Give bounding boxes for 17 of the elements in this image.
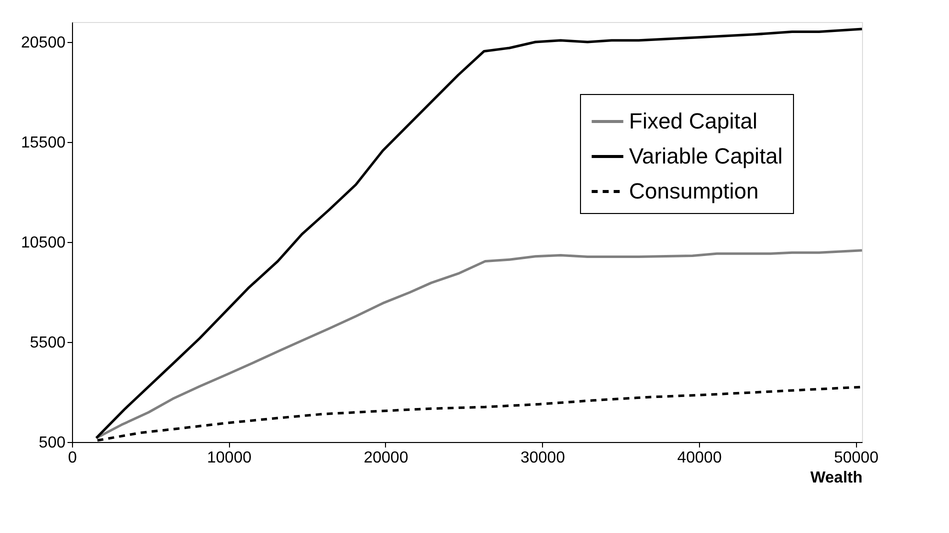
line-series bbox=[95, 28, 864, 440]
y-tick-label: 500 bbox=[38, 434, 66, 452]
x-tick-label: 40000 bbox=[677, 450, 722, 466]
x-tick-label: 50000 bbox=[834, 450, 879, 466]
y-tick-label: 15500 bbox=[21, 134, 66, 152]
x-tick-label: 10000 bbox=[206, 450, 252, 466]
legend-label: Fixed Capital bbox=[629, 108, 758, 134]
line-series bbox=[95, 249, 864, 440]
legend-label: Variable Capital bbox=[629, 144, 783, 168]
legend-label: Consumption bbox=[629, 178, 759, 204]
x-axis-title: Wealth bbox=[810, 470, 862, 486]
y-tick-label: 20500 bbox=[21, 34, 66, 52]
y-tick-label: 10500 bbox=[21, 234, 66, 252]
x-tick-label: 30000 bbox=[520, 450, 566, 466]
x-tick-label: 0 bbox=[68, 450, 78, 466]
y-tick-label: 5500 bbox=[30, 334, 66, 352]
x-tick-label: 20000 bbox=[364, 450, 408, 466]
